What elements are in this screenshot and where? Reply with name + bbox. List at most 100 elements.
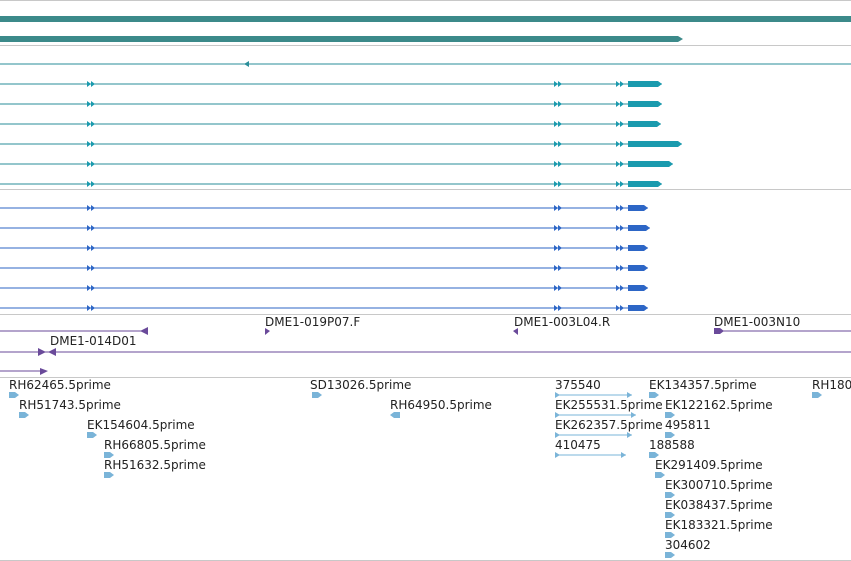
strand-arrow-icon	[558, 205, 562, 211]
est-feature[interactable]	[665, 492, 675, 498]
est-feature[interactable]	[649, 452, 659, 458]
est-label[interactable]: RH62465.5prime	[9, 378, 111, 392]
transcript-row[interactable]	[0, 121, 661, 127]
est-block	[665, 512, 675, 518]
est-label[interactable]: RH51743.5prime	[19, 398, 121, 412]
transcript-row[interactable]	[0, 161, 673, 167]
transcript-row[interactable]	[0, 101, 662, 107]
transcript-row[interactable]	[0, 205, 648, 211]
est-feature[interactable]	[312, 392, 322, 398]
strand-arrow-icon	[558, 225, 562, 231]
insertion-feature[interactable]	[0, 348, 851, 356]
strand-arrow-icon	[87, 121, 91, 127]
strand-arrow-icon	[87, 101, 91, 107]
est-label[interactable]: EK300710.5prime	[665, 478, 773, 492]
insertion-feature[interactable]	[0, 368, 48, 375]
insertion-feature[interactable]	[0, 327, 148, 335]
transcript-row[interactable]	[0, 141, 682, 147]
transcript-rows[interactable]	[0, 205, 650, 311]
strand-arrow-icon	[87, 225, 91, 231]
strand-arrow-icon	[554, 285, 558, 291]
gene-span[interactable]	[0, 36, 683, 42]
est-label[interactable]: EK291409.5prime	[655, 458, 763, 472]
est-feature[interactable]	[555, 392, 632, 398]
transcript-track-blue[interactable]	[0, 205, 650, 311]
est-track[interactable]	[9, 392, 822, 558]
est-label[interactable]: EK154604.5prime	[87, 418, 195, 432]
est-feature[interactable]	[555, 412, 636, 418]
est-feature[interactable]	[649, 392, 659, 398]
exon-block	[628, 161, 673, 167]
est-feature[interactable]	[655, 472, 665, 478]
strand-arrow-icon	[87, 81, 91, 87]
insertion-feature[interactable]	[265, 328, 270, 335]
est-label[interactable]: RH180	[812, 378, 851, 392]
insertion-label[interactable]: DME1-003L04.R	[514, 315, 611, 329]
strand-arrow-icon	[554, 161, 558, 167]
transcript-track-teal[interactable]	[0, 61, 851, 187]
est-feature[interactable]	[812, 392, 822, 398]
est-label[interactable]: SD13026.5prime	[310, 378, 412, 392]
est-feature[interactable]	[104, 472, 114, 478]
est-feature[interactable]	[87, 432, 97, 438]
exon-block	[628, 121, 661, 127]
insertion-label[interactable]: DME1-019P07.F	[265, 315, 361, 329]
est-label[interactable]: EK122162.5prime	[665, 398, 773, 412]
strand-arrow-icon	[558, 161, 562, 167]
est-feature[interactable]	[665, 412, 675, 418]
strand-arrow-icon	[558, 245, 562, 251]
insertion-feature[interactable]	[714, 328, 851, 334]
insertion-feature[interactable]	[513, 328, 518, 335]
transcript-rows[interactable]	[0, 81, 682, 187]
est-label[interactable]: EK038437.5prime	[665, 498, 773, 512]
insertion-label[interactable]: DME1-003N10	[714, 315, 801, 329]
est-feature[interactable]	[555, 452, 626, 458]
gene-bar[interactable]	[0, 16, 851, 22]
insertion-arrow	[40, 368, 48, 375]
insertion-label[interactable]: DME1-014D01	[50, 334, 137, 348]
est-feature[interactable]	[390, 412, 400, 418]
strand-arrow-left	[244, 61, 249, 67]
est-label[interactable]: 495811	[665, 418, 711, 432]
est-label[interactable]: RH64950.5prime	[390, 398, 492, 412]
gene-track[interactable]	[0, 16, 851, 42]
est-label[interactable]: 304602	[665, 538, 711, 552]
transcript-row[interactable]	[0, 245, 648, 251]
est-label[interactable]: RH51632.5prime	[104, 458, 206, 472]
insertion-marker	[265, 328, 270, 335]
transcript-row[interactable]	[0, 285, 648, 291]
est-feature[interactable]	[665, 552, 675, 558]
est-block	[312, 392, 322, 398]
transcript-row[interactable]	[0, 225, 650, 231]
transcript-row[interactable]	[0, 305, 648, 311]
transcript-row[interactable]	[0, 181, 662, 187]
est-label[interactable]: EK255531.5prime	[555, 398, 663, 412]
exon-block	[628, 205, 648, 211]
est-label[interactable]: 410475	[555, 438, 601, 452]
est-block	[655, 472, 665, 478]
strand-arrow-icon	[616, 81, 620, 87]
est-label[interactable]: EK183321.5prime	[665, 518, 773, 532]
est-feature[interactable]	[665, 532, 675, 538]
strand-arrow-icon	[620, 225, 624, 231]
transcript-row[interactable]	[0, 61, 851, 67]
transcript-row[interactable]	[0, 81, 662, 87]
est-block	[649, 392, 659, 398]
insertion-track[interactable]	[0, 327, 851, 375]
est-feature[interactable]	[19, 412, 29, 418]
est-label[interactable]: RH66805.5prime	[104, 438, 206, 452]
strand-arrow-icon	[91, 285, 95, 291]
strand-arrow-icon	[554, 121, 558, 127]
transcript-row[interactable]	[0, 265, 648, 271]
strand-arrow-icon	[558, 265, 562, 271]
est-feature[interactable]	[9, 392, 19, 398]
est-feature[interactable]	[555, 432, 632, 438]
est-label[interactable]: 188588	[649, 438, 695, 452]
est-label[interactable]: EK134357.5prime	[649, 378, 757, 392]
est-label[interactable]: 375540	[555, 378, 601, 392]
est-feature[interactable]	[104, 452, 114, 458]
est-feature[interactable]	[665, 512, 675, 518]
est-label[interactable]: EK262357.5prime	[555, 418, 663, 432]
est-feature[interactable]	[665, 432, 675, 438]
